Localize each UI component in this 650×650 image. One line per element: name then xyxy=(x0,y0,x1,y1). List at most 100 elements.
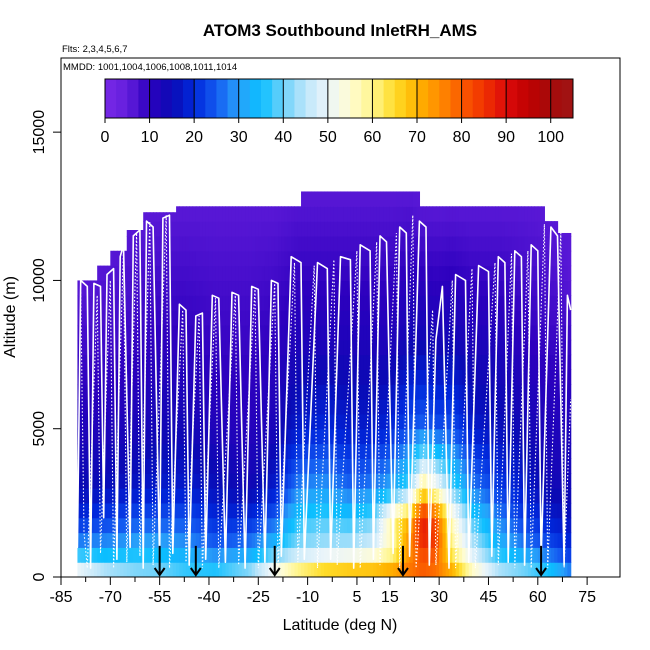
heatmap-cell xyxy=(383,532,388,548)
heatmap-cell xyxy=(274,265,279,282)
heatmap-cell xyxy=(120,562,125,577)
heatmap-cell xyxy=(449,413,453,430)
heatmap-cell xyxy=(435,295,440,311)
heatmap-cell xyxy=(353,517,358,534)
heatmap-cell xyxy=(195,562,200,577)
heatmap-cell xyxy=(271,235,276,252)
heatmap-cell xyxy=(245,250,250,267)
heatmap-cell xyxy=(192,295,197,311)
heatmap-cell xyxy=(205,235,210,252)
heatmap-cell xyxy=(343,532,348,548)
heatmap-cell xyxy=(514,280,519,296)
heatmap-cell xyxy=(488,502,493,519)
heatmap-cell xyxy=(215,517,220,534)
heatmap-cell xyxy=(107,517,111,534)
heatmap-cell xyxy=(304,265,309,282)
heatmap-cell xyxy=(195,488,200,504)
heatmap-cell xyxy=(202,310,207,326)
heatmap-cell xyxy=(422,532,427,548)
heatmap-cell xyxy=(274,399,279,415)
heatmap-cell xyxy=(564,562,568,577)
heatmap-cell xyxy=(274,443,279,459)
heatmap-cell xyxy=(491,280,496,296)
heatmap-cell xyxy=(518,221,522,237)
heatmap-cell xyxy=(182,295,187,311)
heatmap-cell xyxy=(495,562,499,577)
heatmap-cell xyxy=(508,221,513,237)
heatmap-cell xyxy=(416,532,421,548)
heatmap-cell xyxy=(218,458,223,474)
heatmap-cell xyxy=(337,324,342,341)
heatmap-cell xyxy=(442,517,447,534)
heatmap-cell xyxy=(491,369,496,385)
heatmap-cell xyxy=(208,547,213,563)
heatmap-cell xyxy=(281,532,286,548)
heatmap-cell xyxy=(478,562,483,577)
heatmap-cell xyxy=(202,265,207,282)
heatmap-cell xyxy=(199,250,203,267)
heatmap-cell xyxy=(271,221,276,237)
heatmap-cell xyxy=(268,384,273,400)
heatmap-cell xyxy=(136,230,141,237)
heatmap-cell xyxy=(383,413,388,430)
heatmap-cell xyxy=(416,295,421,311)
colorbar-swatch xyxy=(238,79,251,118)
heatmap-cell xyxy=(271,399,276,415)
heatmap-cell xyxy=(514,443,519,459)
heatmap-cell xyxy=(274,250,279,267)
heatmap-cell xyxy=(261,206,266,222)
heatmap-cell xyxy=(462,339,467,356)
heatmap-cell xyxy=(343,339,348,356)
heatmap-cell xyxy=(189,428,194,445)
heatmap-cell xyxy=(297,473,302,489)
heatmap-cell xyxy=(307,517,312,534)
heatmap-cell xyxy=(258,280,263,296)
heatmap-cell xyxy=(215,324,220,341)
heatmap-cell xyxy=(458,399,463,415)
colorbar-swatch xyxy=(539,79,552,118)
heatmap-cell xyxy=(192,265,197,282)
heatmap-cell xyxy=(425,532,430,548)
heatmap-cell xyxy=(449,206,453,222)
heatmap-cell xyxy=(564,250,568,267)
heatmap-cell xyxy=(245,235,250,252)
heatmap-cell xyxy=(179,547,184,563)
heatmap-cell xyxy=(143,473,148,489)
heatmap-cell xyxy=(317,369,322,385)
heatmap-cell xyxy=(317,502,322,519)
heatmap-cell xyxy=(297,235,302,252)
heatmap-cell xyxy=(310,250,315,267)
heatmap-cell xyxy=(261,443,266,459)
heatmap-cell xyxy=(481,473,486,489)
heatmap-cell xyxy=(310,517,315,534)
heatmap-cell xyxy=(419,310,424,326)
heatmap-cell xyxy=(225,517,230,534)
heatmap-cell xyxy=(386,265,391,282)
heatmap-cell xyxy=(324,280,328,296)
heatmap-cell xyxy=(353,191,358,207)
heatmap-cell xyxy=(406,221,411,237)
heatmap-cell xyxy=(255,324,259,341)
heatmap-cell xyxy=(162,413,167,430)
heatmap-cell xyxy=(320,517,325,534)
heatmap-cell xyxy=(202,280,207,296)
heatmap-cell xyxy=(97,280,102,296)
heatmap-cell xyxy=(113,354,118,370)
heatmap-cell xyxy=(449,547,453,563)
sampling-arrow xyxy=(153,545,166,577)
heatmap-cell xyxy=(518,265,522,282)
heatmap-cell xyxy=(258,310,263,326)
heatmap-cell xyxy=(327,310,332,326)
heatmap-cell xyxy=(363,547,368,563)
heatmap-cell xyxy=(567,369,572,385)
heatmap-cell xyxy=(100,547,105,563)
heatmap-cell xyxy=(416,458,421,474)
heatmap-cell xyxy=(133,488,138,504)
heatmap-cell xyxy=(481,488,486,504)
x-axis-label: Latitude (deg N) xyxy=(283,617,398,634)
heatmap-cell xyxy=(363,191,368,207)
heatmap-cell xyxy=(376,532,381,548)
heatmap-cell xyxy=(120,324,125,341)
heatmap-cell xyxy=(235,280,240,296)
heatmap-cell xyxy=(205,280,210,296)
